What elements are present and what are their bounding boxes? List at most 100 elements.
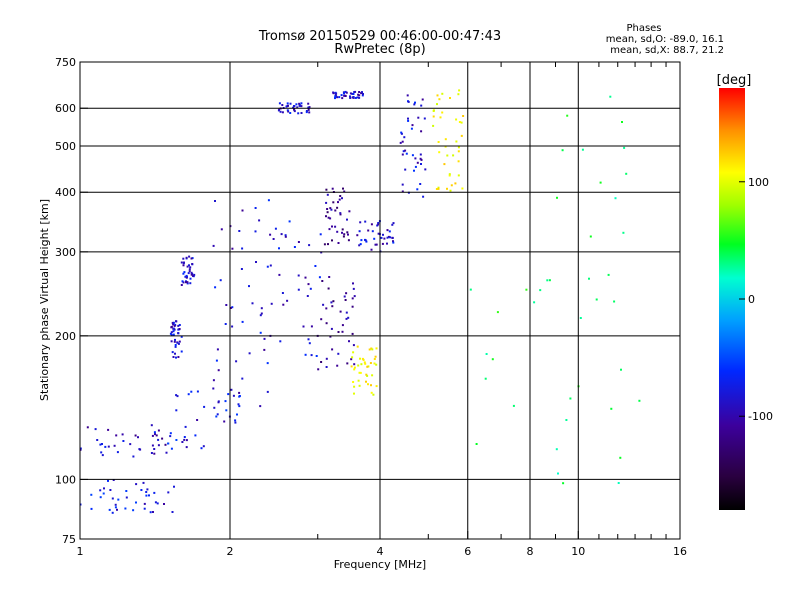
- y-axis-label: Stationary phase Virtual Height [km]: [38, 199, 51, 401]
- data-point: [374, 243, 377, 246]
- data-point: [117, 498, 120, 501]
- data-point: [231, 247, 234, 250]
- data-point: [623, 146, 626, 149]
- data-point: [187, 393, 190, 396]
- data-point: [215, 359, 218, 362]
- data-point: [321, 280, 324, 282]
- data-point: [212, 379, 215, 382]
- data-point: [139, 448, 142, 451]
- data-point: [413, 169, 415, 172]
- data-point: [173, 328, 176, 331]
- data-point: [292, 106, 295, 109]
- data-point: [347, 239, 350, 242]
- data-point: [310, 325, 313, 328]
- data-point: [96, 439, 99, 441]
- data-point: [414, 165, 417, 168]
- colorbar-label: [deg]: [717, 73, 752, 88]
- data-point: [129, 443, 132, 446]
- data-point: [391, 236, 394, 239]
- data-point: [114, 506, 117, 509]
- data-point: [193, 273, 196, 276]
- data-point: [175, 439, 178, 441]
- data-point: [330, 208, 333, 211]
- data-point: [270, 302, 273, 305]
- data-point: [579, 317, 582, 319]
- data-point: [186, 265, 189, 268]
- data-point: [373, 358, 376, 360]
- data-point: [307, 106, 310, 109]
- data-point: [308, 342, 311, 345]
- data-point: [419, 183, 422, 185]
- data-point: [448, 174, 451, 177]
- data-point: [86, 426, 89, 429]
- data-point: [232, 394, 235, 397]
- data-point: [300, 102, 303, 105]
- data-point: [334, 209, 337, 212]
- data-point: [272, 238, 275, 240]
- data-point: [389, 236, 392, 239]
- data-point: [231, 325, 234, 328]
- data-point: [342, 235, 345, 238]
- data-point: [455, 140, 458, 143]
- data-point: [90, 507, 93, 510]
- data-point: [595, 298, 598, 301]
- data-point: [325, 201, 328, 204]
- data-point: [336, 206, 339, 209]
- data-point: [220, 228, 223, 231]
- data-point: [441, 111, 444, 114]
- data-point: [326, 193, 329, 196]
- data-point: [438, 151, 441, 154]
- data-point: [351, 332, 354, 335]
- data-point: [297, 112, 300, 115]
- data-point: [148, 494, 150, 497]
- x-tick-label: 1: [77, 545, 84, 558]
- data-point: [181, 280, 184, 283]
- data-point: [214, 286, 217, 289]
- y-tick-label: 100: [55, 473, 76, 486]
- data-point: [190, 390, 193, 393]
- data-point: [320, 318, 323, 321]
- data-point: [367, 383, 369, 386]
- data-point: [353, 368, 356, 371]
- data-point: [352, 287, 355, 290]
- data-point: [100, 451, 103, 454]
- data-point: [180, 335, 183, 338]
- data-point: [620, 368, 622, 371]
- data-point: [353, 295, 356, 298]
- data-point: [352, 282, 354, 285]
- data-point: [599, 181, 602, 184]
- data-point: [281, 104, 284, 106]
- data-point: [143, 502, 146, 505]
- data-point: [170, 447, 173, 450]
- data-point: [286, 299, 289, 302]
- data-point: [167, 442, 170, 445]
- data-point: [308, 111, 311, 114]
- data-point: [496, 311, 499, 314]
- data-point: [613, 300, 616, 303]
- data-point: [122, 440, 125, 442]
- data-point: [286, 102, 289, 105]
- data-point: [259, 405, 262, 408]
- data-point: [278, 102, 281, 105]
- data-point: [327, 287, 330, 290]
- data-point: [352, 93, 355, 95]
- data-point: [327, 216, 330, 219]
- y-tick-label: 750: [55, 56, 76, 69]
- data-point: [364, 239, 367, 242]
- data-point: [157, 429, 160, 432]
- data-point: [359, 371, 362, 374]
- data-point: [135, 501, 137, 504]
- data-point: [359, 243, 362, 246]
- data-point: [260, 312, 263, 315]
- data-point: [178, 340, 181, 343]
- data-point: [177, 356, 180, 358]
- data-point: [113, 444, 116, 447]
- data-point: [455, 118, 458, 121]
- data-point: [219, 279, 222, 282]
- data-point: [182, 264, 185, 267]
- data-point: [401, 153, 404, 156]
- data-point: [638, 399, 641, 402]
- data-point: [345, 311, 348, 314]
- data-point: [533, 301, 536, 304]
- data-point: [401, 183, 404, 186]
